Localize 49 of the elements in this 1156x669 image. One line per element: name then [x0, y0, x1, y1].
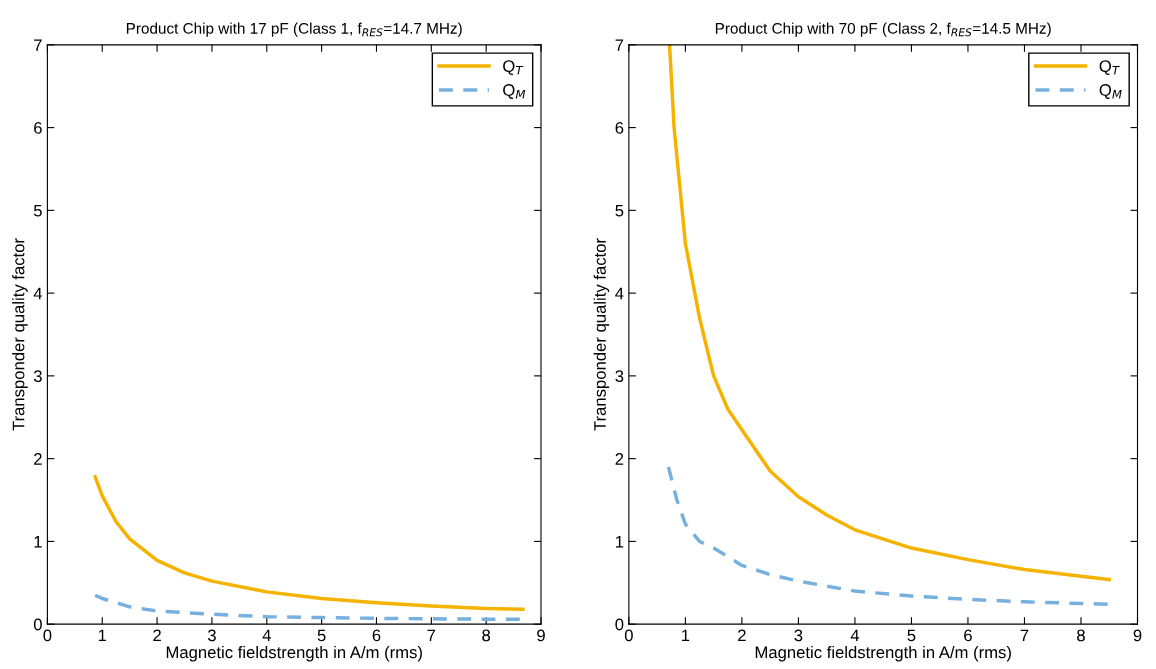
y-axis-title: Transponder quality factor	[12, 238, 28, 431]
y-tick-label: 7	[615, 39, 624, 51]
y-tick-label: 4	[615, 287, 624, 300]
x-tick-label: 6	[372, 629, 381, 642]
x-tick-label: 4	[850, 629, 860, 642]
y-tick-label: 0	[33, 618, 42, 631]
x-tick-label: 9	[537, 629, 545, 642]
x-tick-label: 2	[153, 629, 161, 642]
y-tick-label: 6	[34, 121, 42, 134]
y-tick-label: 0	[615, 618, 624, 631]
legend-label: Q$_{M}$	[1099, 84, 1122, 99]
x-tick-label: 5	[907, 629, 916, 642]
x-tick-label: 1	[98, 629, 107, 642]
line-series	[666, 465, 1111, 607]
y-tick-label: 3	[33, 370, 42, 383]
y-tick-label: 1	[616, 535, 624, 548]
x-tick-label: 1	[682, 629, 690, 642]
y-tick-label: 3	[615, 370, 624, 383]
x-axis-title: Magnetic fieldstrength in A/m (rms)	[166, 645, 422, 662]
x-tick-label: 3	[207, 629, 216, 642]
y-tick-label: 5	[615, 204, 624, 217]
x-tick-label: 8	[1077, 629, 1085, 642]
x-tick-label: 6	[964, 629, 972, 642]
x-tick-label: 9	[1133, 629, 1142, 642]
y-tick-label: 2	[615, 453, 624, 465]
x-tick-label: 8	[482, 629, 491, 642]
legend-label: Q$_{T}$	[503, 60, 524, 76]
x-tick-label: 7	[427, 629, 436, 642]
chart-title: Product Chip with 70 pF (Class 2, f$_{RES}$=14.5 MHz)	[715, 22, 1051, 37]
y-tick-label: 2	[34, 453, 42, 465]
legend-label: Q$_{T}$	[1099, 60, 1120, 76]
y-tick-label: 5	[33, 204, 42, 217]
y-axis-title: Transponder quality factor	[593, 238, 610, 431]
x-tick-label: 2	[738, 629, 746, 642]
y-tick-label: 7	[34, 39, 42, 51]
x-tick-label: 0	[624, 629, 633, 642]
x-tick-label: 3	[794, 629, 803, 642]
chart-title: Product Chip with 17 pF (Class 1, f$_{RES}$=14.7 MHz)	[126, 22, 462, 37]
y-tick-label: 6	[615, 121, 624, 134]
x-tick-label: 4	[262, 629, 271, 642]
x-tick-label: 0	[43, 629, 52, 642]
y-tick-label: 1	[34, 535, 42, 548]
x-tick-label: 5	[317, 629, 326, 642]
line-series	[93, 475, 525, 612]
legend-label: Q$_{M}$	[503, 84, 526, 99]
x-axis-title: Magnetic fieldstrength in A/m (rms)	[755, 645, 1011, 662]
y-tick-label: 4	[33, 287, 43, 300]
line-series	[667, 44, 1111, 582]
x-tick-label: 7	[1020, 629, 1029, 642]
